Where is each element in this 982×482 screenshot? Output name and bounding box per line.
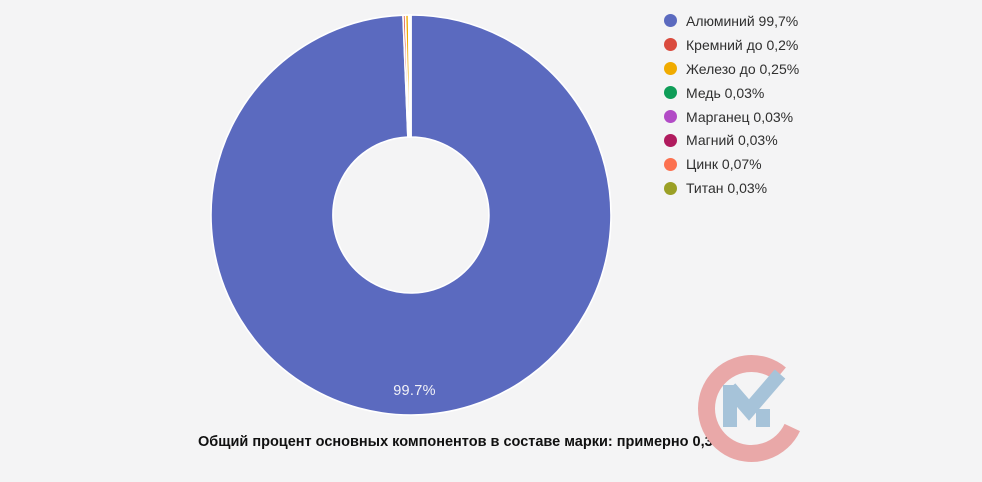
legend-item-Титан[interactable]: Титан 0,03%	[664, 176, 799, 200]
legend-label: Алюминий 99,7%	[686, 12, 799, 29]
donut-slice-Алюминий[interactable]	[210, 14, 612, 416]
legend-item-Кремний[interactable]: Кремний до 0,2%	[664, 33, 799, 57]
logo-letter-m-icon	[723, 369, 786, 427]
chart-caption: Общий процент основных компонентов в сос…	[198, 434, 726, 450]
legend-item-Марганец[interactable]: Марганец 0,03%	[664, 105, 799, 129]
legend-swatch-icon	[664, 14, 677, 28]
logo-letter-c-icon	[698, 355, 800, 462]
chart-legend: Алюминий 99,7% Кремний до 0,2% Железо до 0…	[664, 9, 799, 200]
legend-item-Цинк[interactable]: Цинк 0,07%	[664, 152, 799, 176]
legend-swatch-icon	[664, 86, 677, 100]
watermark-logo	[698, 355, 800, 462]
legend-label: Кремний до 0,2%	[686, 36, 799, 53]
legend-swatch-icon	[664, 133, 677, 147]
legend-label: Марганец 0,03%	[686, 108, 794, 125]
legend-item-Железо[interactable]: Железо до 0,25%	[664, 57, 799, 81]
legend-swatch-icon	[664, 181, 677, 195]
legend-label: Железо до 0,25%	[686, 60, 800, 77]
legend-swatch-icon	[664, 62, 677, 76]
legend-swatch-icon	[664, 157, 677, 171]
legend-label: Медь 0,03%	[686, 84, 765, 101]
legend-label: Магний 0,03%	[686, 132, 778, 149]
legend-swatch-icon	[664, 38, 677, 52]
legend-item-Медь[interactable]: Медь 0,03%	[664, 81, 799, 105]
legend-label: Цинк 0,07%	[686, 156, 762, 173]
donut-chart	[210, 14, 612, 416]
legend-item-Алюминий[interactable]: Алюминий 99,7%	[664, 9, 799, 33]
legend-swatch-icon	[664, 110, 677, 123]
legend-item-Магний[interactable]: Магний 0,03%	[664, 128, 799, 152]
legend-label: Титан 0,03%	[686, 180, 768, 197]
